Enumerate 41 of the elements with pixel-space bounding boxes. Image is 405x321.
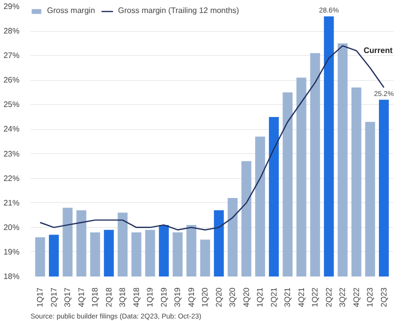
x-tick-label: 2Q17 (49, 286, 58, 308)
x-tick-label: 1Q19 (146, 286, 155, 308)
y-tick-label: 20% (3, 222, 20, 232)
x-tick-label: 2Q22 (324, 286, 334, 308)
x-tick-label: 4Q22 (352, 286, 361, 308)
y-tick-label: 27% (3, 51, 20, 60)
x-tick-label: 3Q17 (63, 286, 72, 308)
x-tick-label: 4Q21 (296, 286, 306, 308)
x-tick-label: 3Q20 (228, 286, 238, 308)
x-tick-label: 4Q20 (242, 286, 251, 308)
y-tick-label: 28% (3, 26, 20, 36)
x-tick-label: 2Q18 (104, 286, 114, 308)
legend-label: Gross margin (Trailing 12 months) (118, 6, 240, 15)
x-tick-label: 1Q21 (256, 286, 265, 308)
y-tick-label: 24% (3, 124, 20, 134)
y-tick-label: 21% (3, 198, 20, 208)
y-tick-label: 19% (3, 247, 20, 256)
x-tick-label: 4Q18 (132, 286, 141, 308)
y-tick-label: 26% (3, 76, 20, 85)
x-tick-label: 1Q18 (90, 286, 100, 308)
y-tick-label: 25% (3, 100, 20, 110)
x-tick-label: 1Q23 (366, 286, 375, 308)
x-tick-label: 3Q21 (283, 286, 292, 308)
x-tick-label: 1Q20 (200, 286, 210, 308)
y-tick-label: 22% (3, 174, 20, 183)
x-tick-label: 2Q19 (159, 286, 168, 308)
annotation: Current (364, 46, 393, 56)
x-tick-label: 4Q17 (76, 286, 86, 308)
x-tick-label: 1Q17 (36, 286, 45, 308)
x-tick-label: 3Q19 (173, 286, 182, 308)
x-tick-label: 2Q20 (214, 286, 224, 308)
x-tick-label: 3Q18 (118, 286, 128, 308)
x-tick-label: 2Q23 (379, 286, 388, 308)
y-tick-label: 23% (3, 149, 20, 158)
y-tick-label: 29% (3, 2, 20, 11)
x-tick-label: 4Q19 (186, 286, 196, 308)
legend-label: Gross margin (47, 6, 96, 15)
x-tick-label: 2Q21 (269, 286, 278, 308)
x-tick-label: 1Q22 (310, 286, 320, 308)
y-tick-label: 18% (3, 272, 20, 281)
x-tick-label: 3Q22 (338, 286, 348, 308)
